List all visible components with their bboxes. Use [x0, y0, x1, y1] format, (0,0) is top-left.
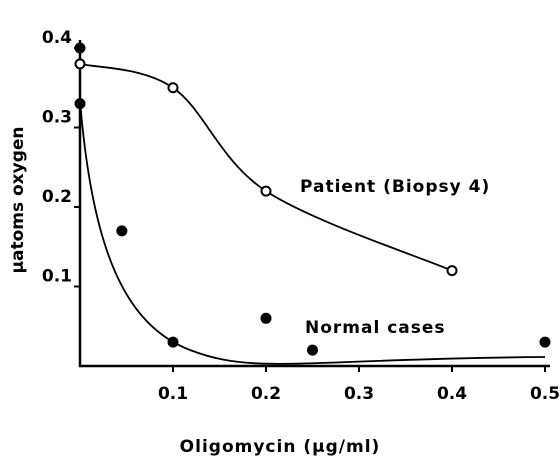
data-point [116, 225, 128, 237]
data-point [539, 336, 551, 348]
data-point [74, 58, 86, 70]
y-tick-label: 0.4 [42, 28, 72, 48]
x-tick-label: 0.4 [437, 384, 467, 404]
legend-label: Patient (Biopsy 4) [300, 177, 490, 197]
x-tick-label: 0.5 [530, 384, 560, 404]
data-point [307, 344, 318, 356]
fit-curve [79, 63, 453, 272]
x-tick-label: 0.2 [251, 384, 281, 404]
data-point [74, 42, 86, 54]
data-point [260, 185, 272, 197]
y-tick-label: 0.2 [42, 187, 72, 207]
x-axis-label: Oligomycin (µg/ml) [180, 437, 381, 457]
data-point [167, 336, 179, 348]
x-tick-label: 0.3 [344, 384, 374, 404]
x-tick-label: 0.1 [158, 384, 188, 404]
data-point [167, 82, 179, 94]
y-tick-label: 0.3 [42, 108, 72, 128]
data-point [260, 312, 272, 324]
legend-label: Normal cases [305, 318, 446, 338]
y-tick-label: 0.1 [42, 267, 72, 287]
data-point [446, 265, 458, 277]
normal-fit-curve [79, 99, 546, 365]
data-point [74, 98, 86, 110]
y-axis-label: µatoms oxygen [8, 126, 28, 273]
